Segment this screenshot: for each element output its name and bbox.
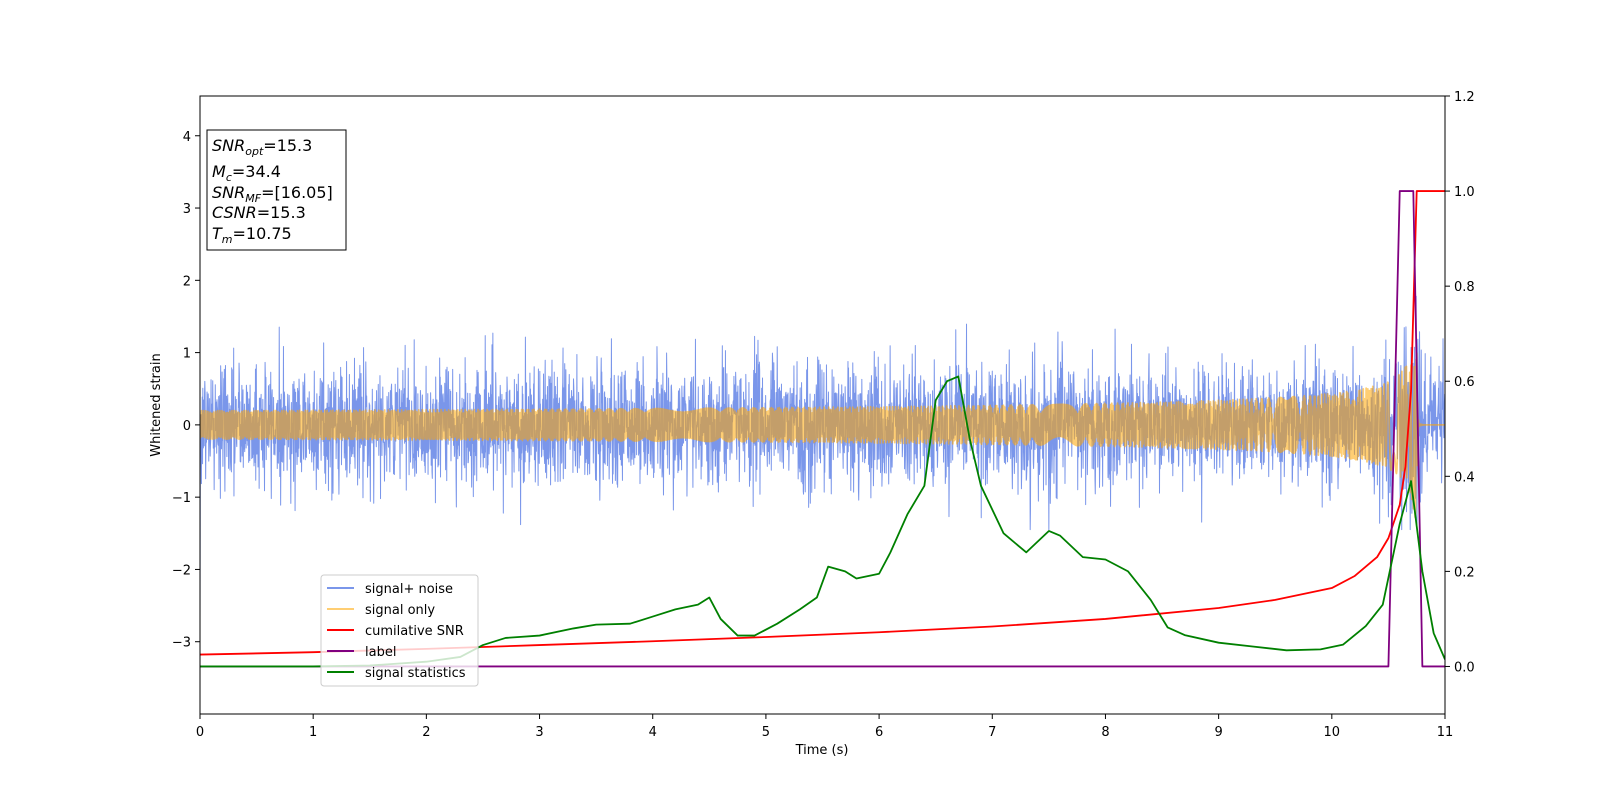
plot-frame <box>199 95 1446 715</box>
legend-entry-cumilative-snr: cumilative SNR <box>365 624 464 639</box>
series-cumilative-snr <box>200 190 1445 656</box>
x-tick-label-9: 9 <box>1214 725 1222 740</box>
x-tick-label-0: 0 <box>196 725 204 740</box>
legend: signal+ noise signal only cumilative SNR la… <box>320 574 479 687</box>
annotation-frame <box>206 129 347 251</box>
annotation-line-1: Mc=34.4 <box>212 162 281 184</box>
x-tick-label-1: 1 <box>309 725 317 740</box>
y-right-tick-label-3: 0.6 <box>1454 375 1475 390</box>
x-tick-label-2: 2 <box>422 725 430 740</box>
annotation-box: SNRopt=15.3 Mc=34.4SNRMF=[16.05]CSNR=15.3… <box>206 129 347 251</box>
legend-entry-signal-only: signal only <box>365 603 435 618</box>
y-right-tick-label-1: 0.2 <box>1454 565 1475 580</box>
annotation-line-3: CSNR=15.3 <box>212 203 306 222</box>
y-right-tick-label-4: 0.8 <box>1454 280 1475 295</box>
x-tick-label-10: 10 <box>1324 725 1341 740</box>
y-right-tick-label-6: 1.2 <box>1454 90 1475 105</box>
legend-entry-signal-statistics: signal statistics <box>365 666 466 681</box>
x-tick-label-7: 7 <box>988 725 996 740</box>
y-right-tick-label-2: 0.4 <box>1454 470 1475 485</box>
x-tick-label-3: 3 <box>535 725 543 740</box>
series-label <box>200 190 1445 668</box>
x-tick-label-6: 6 <box>875 725 883 740</box>
legend-entry-label: label <box>365 645 396 660</box>
y-left-tick-label-6: 3 <box>183 202 191 217</box>
series-signal-only <box>200 352 1445 519</box>
y-left-tick-label-2: −1 <box>172 491 191 506</box>
x-tick-label-11: 11 <box>1437 725 1454 740</box>
x-tick-label-5: 5 <box>762 725 770 740</box>
y-left-tick-label-4: 1 <box>183 347 191 362</box>
y-left-tick-label-0: −3 <box>172 636 191 651</box>
legend-frame <box>320 574 479 687</box>
y-left-tick-label-7: 4 <box>183 130 191 145</box>
annotation-line-2: SNRMF=[16.05] <box>212 183 333 205</box>
y-right-tick-label-0: 0.0 <box>1454 660 1475 675</box>
y-left-tick-label-5: 2 <box>183 274 191 289</box>
y-left-tick-label-3: 0 <box>183 419 191 434</box>
legend-entry-signal-noise: signal+ noise <box>365 582 453 597</box>
annotation-line-0: SNRopt=15.3 <box>212 136 312 158</box>
x-tick-label-4: 4 <box>649 725 657 740</box>
x-axis-label: Time (s) <box>795 743 849 758</box>
y-axis-label: Whitened strain <box>149 353 164 456</box>
y-left-tick-label-1: −2 <box>172 563 191 578</box>
y-right-tick-label-5: 1.0 <box>1454 185 1475 200</box>
x-tick-label-8: 8 <box>1101 725 1109 740</box>
series-signal-statistics <box>200 375 1445 668</box>
annotation-line-4: Tm=10.75 <box>212 224 292 246</box>
